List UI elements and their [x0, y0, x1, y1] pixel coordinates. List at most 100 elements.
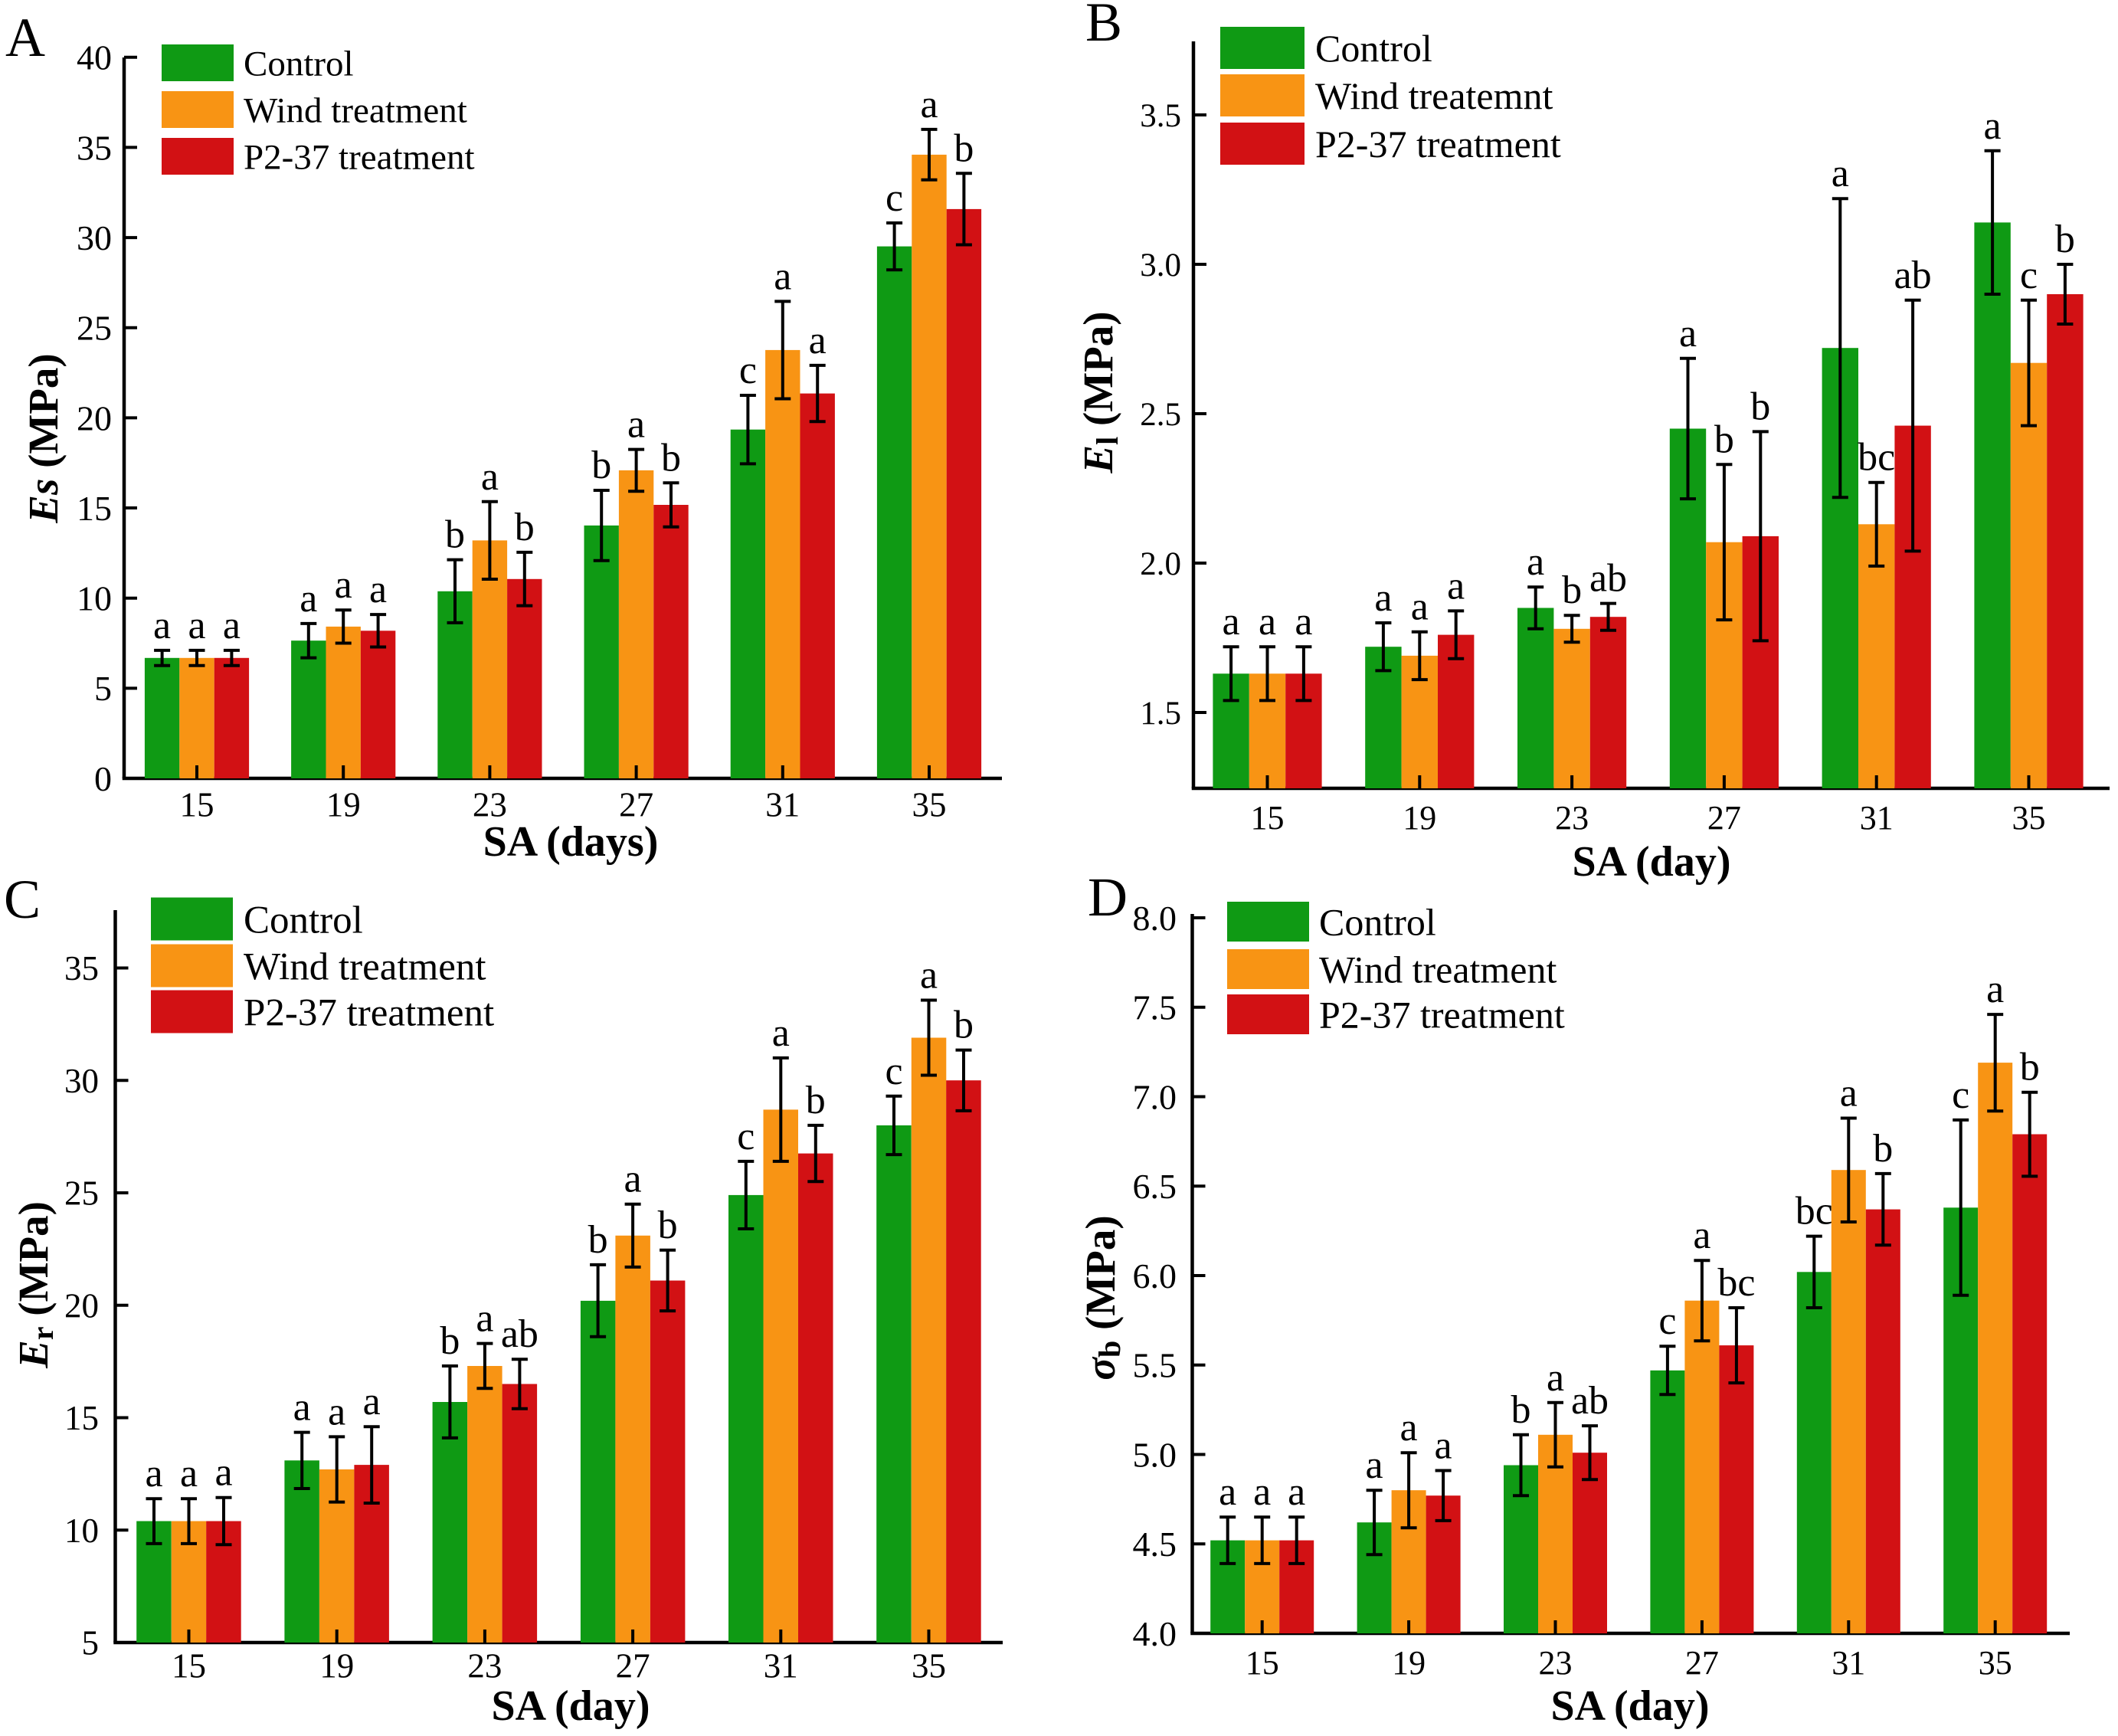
svg-text:c: c: [885, 1050, 902, 1093]
svg-text:31: 31: [765, 785, 800, 824]
svg-text:15: 15: [64, 1399, 99, 1437]
svg-text:19: 19: [1403, 799, 1436, 837]
svg-text:A: A: [5, 7, 45, 68]
svg-text:2.5: 2.5: [1140, 397, 1181, 433]
svg-text:b: b: [658, 1204, 678, 1247]
svg-text:a: a: [328, 1390, 345, 1433]
svg-text:b: b: [2055, 218, 2075, 261]
svg-text:b: b: [2020, 1046, 2040, 1089]
svg-text:b: b: [445, 513, 465, 557]
svg-text:30: 30: [77, 218, 112, 257]
svg-text:b: b: [661, 436, 681, 480]
svg-text:35: 35: [64, 949, 99, 988]
svg-text:a: a: [1547, 1356, 1564, 1400]
svg-text:a: a: [214, 1451, 232, 1495]
svg-text:σb (MPa): σb (MPa): [1077, 1215, 1127, 1380]
svg-text:b: b: [515, 506, 535, 549]
svg-text:a: a: [920, 83, 938, 126]
svg-text:a: a: [1435, 1424, 1452, 1468]
svg-text:El (MPa): El (MPa): [1075, 311, 1124, 473]
svg-text:a: a: [363, 1380, 381, 1423]
svg-text:ab: ab: [1589, 557, 1627, 601]
svg-text:a: a: [1219, 1470, 1236, 1514]
svg-text:a: a: [1288, 1470, 1305, 1514]
svg-text:2.0: 2.0: [1140, 546, 1181, 582]
svg-text:27: 27: [1685, 1644, 1719, 1682]
svg-text:a: a: [1832, 152, 1849, 195]
svg-text:a: a: [293, 1386, 311, 1430]
svg-text:7.5: 7.5: [1133, 988, 1177, 1027]
svg-text:a: a: [1374, 576, 1392, 620]
svg-text:a: a: [772, 1011, 790, 1055]
svg-text:P2-37 treatment: P2-37 treatment: [244, 137, 475, 177]
svg-text:a: a: [188, 604, 205, 647]
svg-text:7.0: 7.0: [1133, 1077, 1177, 1116]
svg-text:a: a: [180, 1452, 198, 1495]
svg-text:c: c: [886, 176, 903, 220]
svg-text:P2-37 treatment: P2-37 treatment: [1315, 123, 1561, 165]
svg-text:c: c: [2020, 254, 2038, 297]
svg-text:a: a: [1693, 1214, 1710, 1257]
svg-text:b: b: [591, 444, 611, 487]
svg-text:31: 31: [764, 1646, 798, 1685]
svg-text:a: a: [1411, 585, 1429, 629]
svg-text:27: 27: [616, 1646, 650, 1685]
svg-text:a: a: [809, 319, 827, 362]
svg-text:19: 19: [319, 1646, 354, 1685]
svg-text:c: c: [737, 1115, 755, 1158]
svg-text:b: b: [954, 1004, 974, 1047]
svg-text:25: 25: [77, 309, 112, 348]
svg-text:5.5: 5.5: [1133, 1346, 1177, 1385]
svg-text:b: b: [1873, 1127, 1893, 1171]
svg-text:a: a: [153, 604, 171, 647]
svg-text:3.5: 3.5: [1140, 98, 1181, 134]
svg-text:35: 35: [2012, 799, 2046, 837]
svg-text:31: 31: [1860, 799, 1894, 837]
svg-text:31: 31: [1832, 1644, 1865, 1682]
svg-text:0: 0: [94, 759, 112, 798]
svg-text:SA (day): SA (day): [1573, 838, 1731, 886]
svg-text:5: 5: [94, 669, 112, 708]
svg-text:c: c: [739, 349, 757, 392]
svg-text:23: 23: [1555, 799, 1589, 837]
svg-text:35: 35: [912, 1646, 946, 1685]
svg-text:a: a: [145, 1452, 162, 1495]
svg-text:bc: bc: [1796, 1190, 1833, 1233]
svg-text:b: b: [1511, 1388, 1531, 1432]
svg-text:P2-37 treatment: P2-37 treatment: [1319, 994, 1565, 1037]
svg-text:15: 15: [1246, 1644, 1279, 1682]
svg-text:10: 10: [77, 579, 112, 618]
svg-text:Wind treatment: Wind treatment: [1319, 948, 1557, 991]
svg-text:SA (day): SA (day): [1551, 1682, 1710, 1730]
svg-text:Es (MPa): Es (MPa): [20, 353, 67, 523]
svg-text:P2-37 treatment: P2-37 treatment: [244, 991, 494, 1034]
svg-text:4.5: 4.5: [1133, 1525, 1177, 1564]
svg-text:Wind treatment: Wind treatment: [244, 90, 467, 130]
svg-text:a: a: [1447, 564, 1465, 608]
svg-text:a: a: [920, 954, 938, 997]
svg-text:a: a: [624, 1158, 642, 1201]
svg-text:Er (MPa): Er (MPa): [10, 1201, 60, 1369]
svg-text:bc: bc: [1717, 1261, 1755, 1305]
svg-text:Wind treatemnt: Wind treatemnt: [1315, 74, 1553, 117]
svg-text:a: a: [1986, 968, 2004, 1011]
svg-text:Control: Control: [244, 44, 354, 84]
svg-text:C: C: [4, 869, 41, 930]
svg-text:b: b: [1714, 418, 1734, 461]
svg-text:Control: Control: [1319, 901, 1436, 944]
svg-text:a: a: [300, 577, 317, 621]
svg-text:40: 40: [77, 38, 112, 77]
svg-text:23: 23: [473, 785, 507, 824]
svg-text:1.5: 1.5: [1140, 696, 1181, 732]
svg-text:a: a: [774, 254, 791, 298]
svg-text:30: 30: [64, 1062, 99, 1100]
svg-text:SA (day): SA (day): [492, 1682, 650, 1730]
svg-text:15: 15: [180, 785, 214, 824]
svg-text:23: 23: [467, 1646, 502, 1685]
svg-text:a: a: [481, 455, 499, 499]
svg-text:15: 15: [77, 489, 112, 528]
svg-text:b: b: [806, 1079, 826, 1122]
svg-text:SA (days): SA (days): [483, 818, 659, 866]
svg-text:20: 20: [64, 1286, 99, 1325]
svg-text:a: a: [1259, 600, 1276, 644]
